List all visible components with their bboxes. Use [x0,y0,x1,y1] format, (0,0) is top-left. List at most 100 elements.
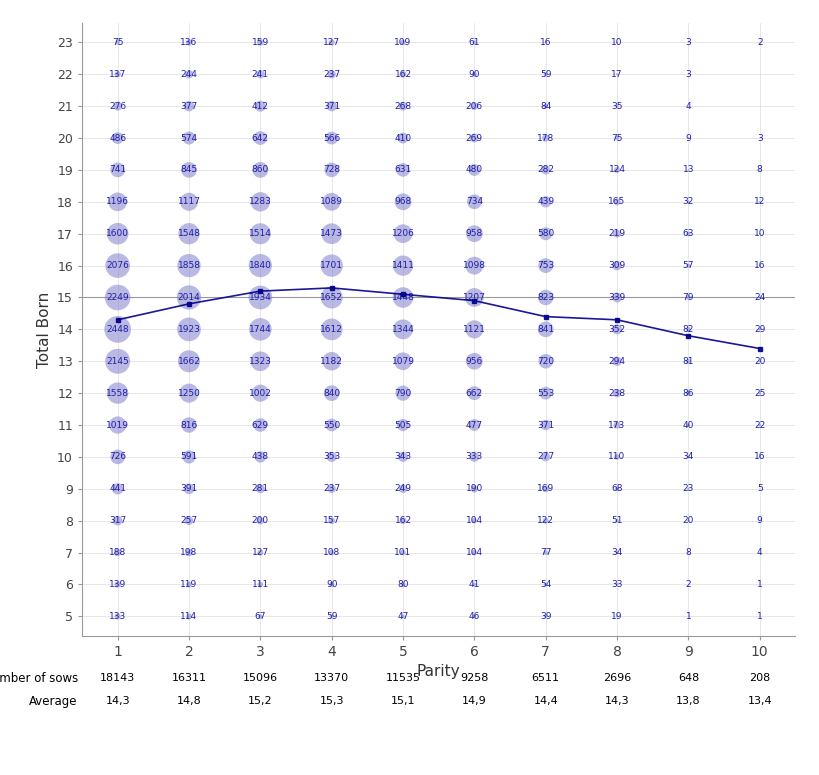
Text: 1858: 1858 [177,261,201,270]
Text: 648: 648 [677,673,698,683]
Point [539,515,552,527]
Text: 958: 958 [465,229,482,238]
Point [609,546,623,559]
Point [681,578,695,591]
Text: 82: 82 [682,325,693,334]
Point [681,228,695,240]
Text: 4: 4 [756,548,762,557]
Text: 1548: 1548 [178,229,200,238]
Point [111,578,124,591]
Text: 333: 333 [465,453,482,461]
Point [753,451,766,463]
Point [681,323,695,336]
Text: 104: 104 [465,516,482,525]
Point [324,578,338,591]
Text: 276: 276 [109,102,126,111]
Text: 119: 119 [180,580,197,589]
Text: 29: 29 [753,325,764,334]
Text: 968: 968 [394,198,411,206]
Point [396,195,410,208]
Text: 90: 90 [468,70,480,79]
Text: 477: 477 [465,421,482,429]
Point [753,260,766,272]
Text: 104: 104 [465,548,482,557]
Text: 257: 257 [180,516,197,525]
Point [396,483,410,495]
Point [539,260,552,272]
Point [539,323,552,336]
Point [539,387,552,399]
Text: 77: 77 [539,548,551,557]
Text: 16: 16 [753,261,765,270]
Text: 59: 59 [539,70,551,79]
Point [111,387,124,399]
Point [111,483,124,495]
Text: 41: 41 [468,580,479,589]
Point [539,291,552,304]
Point [753,418,766,431]
Text: 124: 124 [608,165,625,174]
Point [539,228,552,240]
Text: 343: 343 [394,453,411,461]
Text: 110: 110 [608,453,625,461]
Text: 59: 59 [325,612,337,621]
Point [183,100,196,112]
Point [396,546,410,559]
Text: 241: 241 [251,70,269,79]
Text: 553: 553 [536,388,554,398]
Text: 35: 35 [610,102,622,111]
Text: 816: 816 [180,421,197,429]
Point [681,418,695,431]
Point [254,387,267,399]
Text: 14,3: 14,3 [105,697,130,706]
Text: 294: 294 [608,356,625,366]
Point [254,100,267,112]
Text: 133: 133 [109,612,126,621]
Point [111,291,124,304]
Point [753,578,766,591]
Text: 1: 1 [756,580,762,589]
Point [111,195,124,208]
Text: 1207: 1207 [463,293,485,302]
Point [467,515,480,527]
Text: 741: 741 [109,165,126,174]
Point [753,164,766,176]
Point [609,451,623,463]
Text: 5: 5 [756,484,762,494]
Point [396,132,410,144]
Point [111,355,124,367]
Text: 720: 720 [536,356,554,366]
Point [753,291,766,304]
Point [467,355,480,367]
Text: 198: 198 [180,548,197,557]
Text: 86: 86 [681,388,694,398]
Point [324,260,338,272]
Point [254,451,267,463]
Text: 268: 268 [394,102,411,111]
Point [609,132,623,144]
Point [254,68,267,81]
Text: 1283: 1283 [249,198,271,206]
Point [539,483,552,495]
Text: 20: 20 [682,516,693,525]
Point [254,578,267,591]
Text: 159: 159 [251,38,269,46]
Text: 631: 631 [394,165,411,174]
Text: 2: 2 [685,580,690,589]
Point [396,228,410,240]
Text: 61: 61 [468,38,480,46]
Text: 1662: 1662 [178,356,200,366]
Point [254,132,267,144]
Point [183,355,196,367]
Text: 188: 188 [109,548,126,557]
Point [254,546,267,559]
Point [681,291,695,304]
Text: 438: 438 [251,453,269,461]
Point [183,323,196,336]
Point [681,36,695,49]
Text: 39: 39 [539,612,551,621]
Point [539,36,552,49]
Text: 1019: 1019 [106,421,129,429]
Point [467,323,480,336]
Text: 3: 3 [756,133,762,143]
